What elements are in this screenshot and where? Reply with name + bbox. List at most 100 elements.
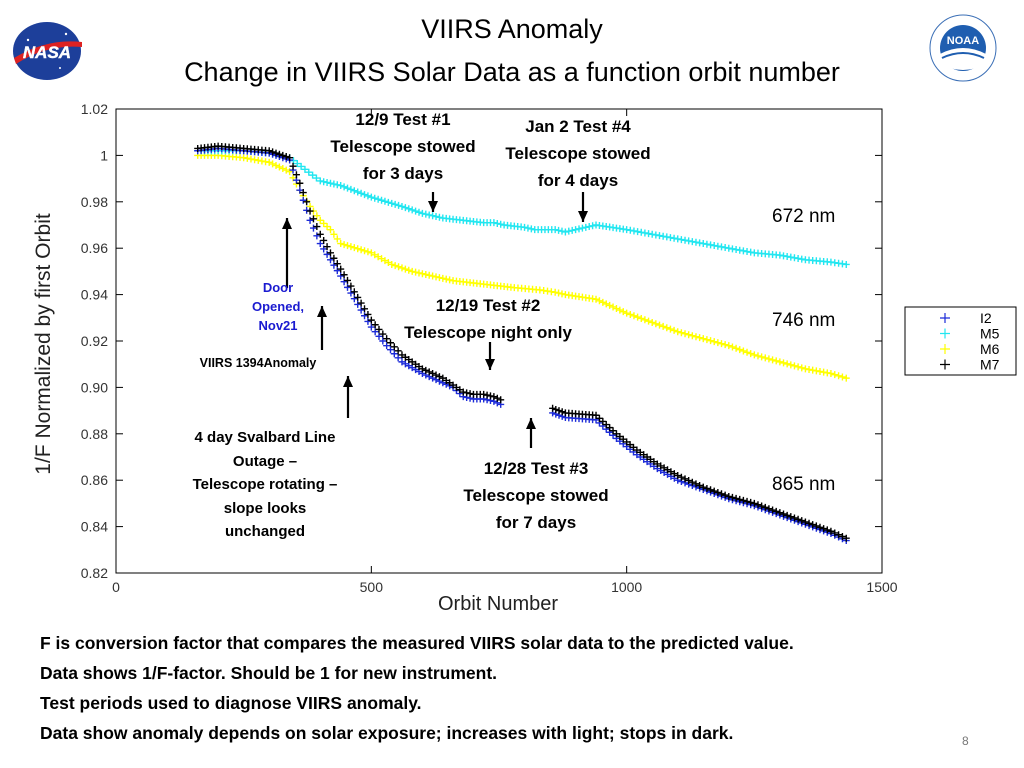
data-point — [765, 355, 773, 363]
data-point — [493, 219, 501, 227]
y-tick-label: 1 — [100, 147, 108, 163]
data-point — [747, 498, 755, 506]
legend-marker — [940, 328, 950, 339]
data-point — [384, 198, 392, 206]
data-point — [354, 188, 362, 196]
data-point — [323, 243, 331, 251]
y-tick-label: 0.96 — [81, 240, 108, 256]
data-point — [333, 260, 341, 268]
data-point — [521, 223, 529, 231]
data-point — [388, 199, 396, 207]
data-point — [725, 342, 733, 350]
data-point — [265, 158, 273, 166]
arrow-test2 — [485, 342, 495, 370]
data-point — [743, 348, 751, 356]
legend-label: I2 — [980, 310, 992, 326]
data-point — [293, 160, 301, 168]
data-point — [790, 514, 798, 522]
data-point — [326, 179, 334, 187]
data-point — [750, 499, 758, 507]
x-axis-label: Orbit Number — [438, 593, 558, 615]
data-point — [721, 341, 729, 349]
wavelength-label-672: 672 nm — [772, 206, 836, 227]
data-point — [483, 391, 491, 399]
data-point — [827, 369, 835, 377]
data-point — [736, 495, 744, 503]
data-point — [630, 312, 638, 320]
data-point — [783, 511, 791, 519]
data-point — [306, 207, 314, 215]
data-point — [558, 227, 566, 235]
data-point — [463, 389, 471, 397]
data-point — [309, 224, 317, 232]
data-point — [732, 344, 740, 352]
data-point — [812, 522, 820, 530]
data-point — [364, 317, 372, 325]
data-point — [330, 254, 338, 262]
data-point — [765, 505, 773, 513]
y-tick-label: 1.02 — [81, 101, 108, 117]
chart: 0.82 0.84 0.86 0.88 0.90 0.92 0.94 0.96 0.98 1 1.0… — [32, 101, 1017, 615]
data-point — [279, 165, 287, 173]
data-point — [648, 318, 656, 326]
data-point — [612, 305, 620, 313]
data-point — [732, 494, 740, 502]
data-point — [330, 261, 338, 269]
data-point — [364, 310, 372, 318]
data-point — [371, 328, 379, 336]
data-point — [390, 343, 398, 351]
annotation-anomaly: VIIRS 1394Anomaly — [184, 353, 332, 373]
data-point — [398, 202, 406, 210]
data-point — [379, 330, 387, 338]
data-point — [681, 475, 689, 483]
data-point — [408, 206, 416, 214]
data-point — [292, 171, 300, 179]
data-point — [383, 335, 391, 343]
data-point — [286, 168, 294, 176]
data-point — [350, 295, 358, 303]
data-point — [371, 321, 379, 329]
data-point — [312, 174, 320, 182]
data-point — [602, 421, 610, 429]
data-point — [609, 303, 617, 311]
data-point — [827, 527, 835, 535]
legend-box — [904, 306, 1017, 376]
annotation-test2: 12/19 Test #2 Telescope night only — [388, 292, 588, 346]
annotation-anomaly-text: VIIRS 1394Anomaly — [199, 356, 317, 370]
data-point — [386, 346, 394, 354]
data-point — [337, 265, 345, 273]
data-point — [820, 525, 828, 533]
data-point — [429, 369, 437, 377]
slide-title: VIIRS Anomaly — [421, 14, 603, 44]
data-point — [272, 149, 280, 157]
data-point — [306, 216, 314, 224]
data-point — [367, 323, 375, 331]
data-point — [493, 394, 501, 402]
data-point — [350, 244, 358, 252]
data-point — [357, 189, 365, 197]
data-point — [394, 354, 402, 362]
annotation-door-text: Door Opened, Nov21 — [251, 280, 304, 333]
data-point — [316, 216, 324, 224]
data-point — [754, 352, 762, 360]
data-point — [272, 161, 280, 169]
data-point — [446, 276, 454, 284]
data-point — [269, 160, 277, 168]
data-point — [383, 342, 391, 350]
x-tick-label: 500 — [360, 579, 384, 595]
data-point — [429, 272, 437, 280]
data-point — [394, 347, 402, 355]
data-point — [378, 196, 386, 204]
data-point — [619, 308, 627, 316]
data-point — [367, 316, 375, 324]
data-point — [282, 153, 290, 161]
data-point — [842, 374, 850, 382]
data-point — [357, 299, 365, 307]
data-point — [361, 247, 369, 255]
data-point — [439, 274, 447, 282]
x-tick-label: 1500 — [866, 579, 897, 595]
data-point — [371, 194, 379, 202]
data-point — [316, 177, 324, 185]
data-point — [776, 358, 784, 366]
data-point — [798, 364, 806, 372]
